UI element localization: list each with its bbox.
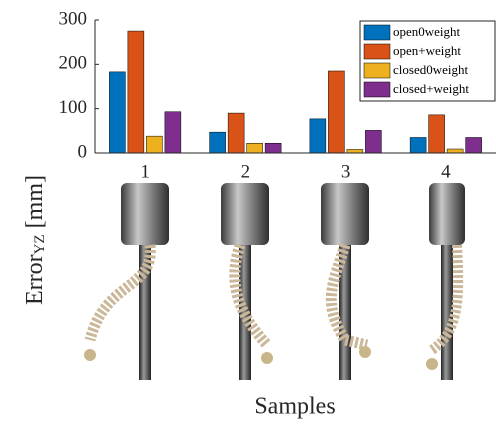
bar (428, 114, 445, 154)
sample-photo (426, 183, 465, 380)
bar (409, 137, 427, 154)
legend-label: closed+weight (393, 81, 469, 96)
bar (328, 70, 345, 154)
legend-label: open+weight (393, 43, 461, 58)
y-tick-label: 200 (59, 53, 88, 74)
bar (127, 30, 145, 154)
sample-photos (84, 183, 465, 380)
x-axis-label: Samples (254, 394, 335, 420)
bar (365, 130, 382, 154)
legend-swatch (363, 81, 391, 98)
legend-swatch (363, 62, 391, 79)
bar (465, 137, 482, 154)
x-tick-label: 1 (140, 161, 150, 182)
legend-label: closed0weight (393, 62, 468, 77)
bar (264, 142, 282, 154)
sample-photo (221, 183, 273, 380)
y-tick-label: 100 (59, 97, 88, 118)
bar (227, 112, 245, 154)
x-tick-label: 2 (241, 161, 251, 182)
bar (109, 71, 126, 154)
x-tick-label: 3 (341, 161, 351, 182)
legend-swatch (363, 24, 391, 41)
x-tick-label: 4 (441, 161, 451, 182)
bar (246, 142, 263, 154)
y-tick-label: 300 (59, 8, 88, 29)
bar (209, 131, 226, 154)
bar (346, 149, 364, 154)
y-axis-label: ErrorYZ[mm] (22, 175, 49, 305)
bar (146, 135, 163, 154)
sample-photo (84, 183, 169, 380)
legend-label: open0weight (393, 24, 461, 39)
bar (446, 148, 464, 154)
bar (309, 118, 327, 154)
bar (164, 111, 182, 154)
sample-photo (321, 183, 371, 380)
y-tick-label: 0 (78, 141, 88, 162)
legend-swatch (363, 43, 391, 60)
